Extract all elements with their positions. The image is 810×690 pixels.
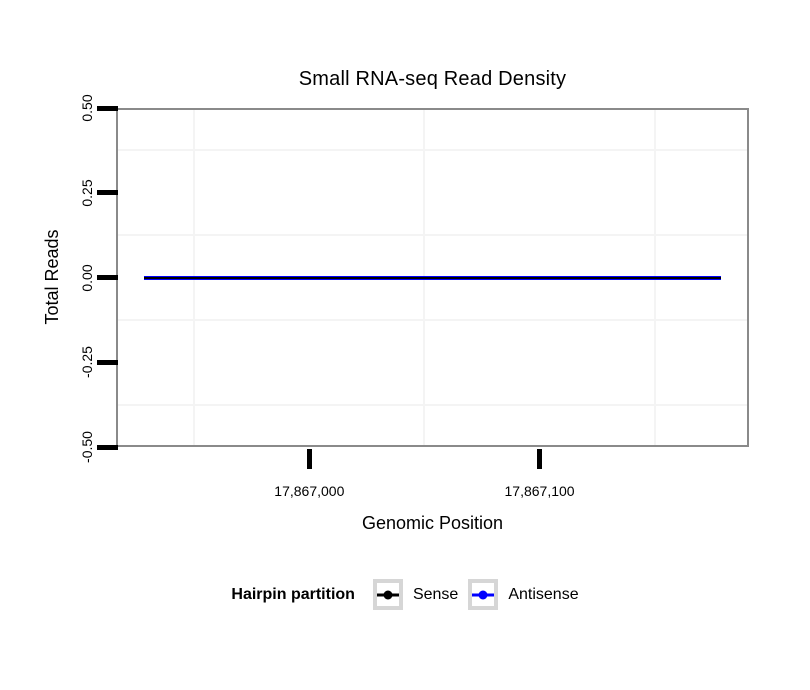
y-axis-tick: [97, 105, 118, 111]
y-axis-tick-label: -0.50: [79, 431, 95, 463]
legend-title: Hairpin partition: [231, 585, 355, 603]
y-axis-tick: [97, 275, 118, 280]
x-axis-title: Genomic Position: [361, 513, 504, 533]
y-axis-tick: [97, 359, 118, 365]
legend-item-sense: Sense: [372, 579, 459, 610]
legend-key-antisense: [468, 579, 499, 610]
x-axis-tick-label: 17,867,000: [274, 483, 345, 499]
legend: Hairpin partition Sense Antisense: [0, 579, 810, 610]
series-line-sense: [143, 276, 722, 279]
sense-point-swatch-icon: [383, 590, 393, 599]
y-axis-tick-label: -0.25: [79, 346, 95, 379]
y-axis-tick-label: 0.50: [79, 94, 95, 122]
minor-gridline-horizontal: [118, 149, 747, 152]
y-axis-tick-label: 0.25: [79, 179, 95, 207]
minor-gridline-horizontal: [118, 234, 747, 237]
x-axis-tick: [306, 449, 312, 469]
x-axis-tick-label: 17,867,100: [504, 483, 575, 499]
minor-gridline-horizontal: [118, 403, 747, 406]
y-axis-tick: [97, 444, 118, 450]
legend-label-antisense: Antisense: [508, 585, 579, 603]
y-axis-tick-label: 0.00: [79, 263, 95, 292]
legend-label-sense: Sense: [412, 585, 459, 603]
minor-gridline-horizontal: [118, 318, 747, 321]
chart-title: Small RNA-seq Read Density: [298, 68, 567, 90]
antisense-point-swatch-icon: [478, 590, 488, 599]
y-axis-tick: [97, 190, 118, 196]
y-axis-title: Total Reads: [42, 229, 62, 325]
legend-key-sense: [372, 579, 403, 610]
legend-item-antisense: Antisense: [468, 579, 579, 610]
x-axis-tick: [537, 449, 543, 469]
